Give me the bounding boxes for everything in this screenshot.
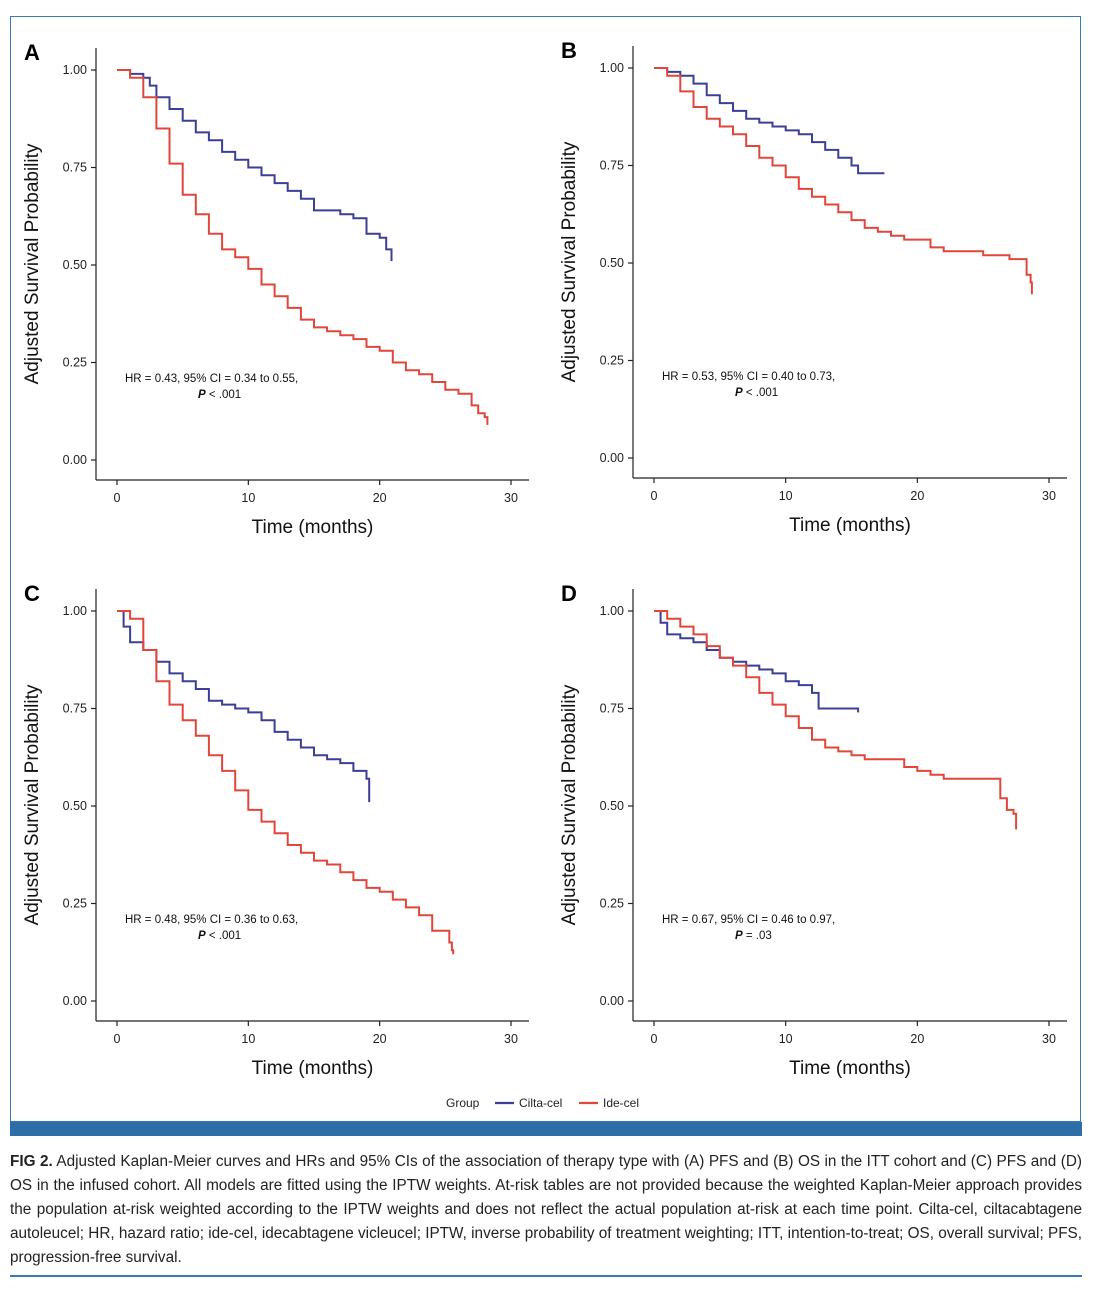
km-curve-ide-cel — [654, 67, 1033, 295]
y-tick-label: 0.00 — [600, 451, 624, 465]
x-tick-label: 10 — [779, 1032, 793, 1046]
x-tick-label: 10 — [241, 1032, 255, 1046]
x-axis-title: Time (months) — [789, 515, 911, 536]
y-tick-label: 0.50 — [63, 258, 87, 272]
x-tick-label: 30 — [504, 1032, 518, 1046]
x-tick-label: 20 — [910, 1032, 924, 1046]
y-axis-title: Adjusted Survival Probability — [22, 684, 43, 925]
km-curve-ide-cel — [117, 610, 455, 955]
legend-label-cilta: Cilta-cel — [519, 1096, 562, 1110]
x-tick-label: 20 — [373, 1032, 387, 1046]
km-curve-cilta-cel — [654, 67, 885, 175]
x-tick-label: 0 — [651, 1032, 658, 1046]
km-curve-ide-cel — [654, 610, 1018, 830]
y-tick-label: 0.75 — [600, 159, 624, 173]
y-tick-label: 1.00 — [63, 63, 87, 77]
y-tick-label: 1.00 — [63, 604, 87, 618]
caption-label: FIG 2. — [10, 1153, 53, 1170]
y-tick-label: 0.75 — [63, 702, 87, 716]
legend-label-ide: Ide-cel — [603, 1096, 639, 1110]
x-tick-label: 30 — [1042, 489, 1056, 503]
panel-a: A 0.00 0.25 0.50 0.75 1.00 0 10 20 30 Time (months… — [22, 40, 529, 538]
p-value-annotation: P < .001 — [198, 930, 241, 942]
y-tick-label: 1.00 — [600, 61, 624, 75]
x-axis-title: Time (months) — [252, 1058, 374, 1079]
y-axis-title: Adjusted Survival Probability — [559, 684, 580, 925]
caption-text: Adjusted Kaplan-Meier curves and HRs and… — [10, 1153, 1082, 1266]
y-tick-label: 0.00 — [63, 994, 87, 1008]
hr-annotation: HR = 0.48, 95% CI = 0.36 to 0.63, — [125, 914, 298, 926]
x-tick-label: 30 — [504, 491, 518, 505]
x-tick-label: 0 — [114, 1032, 121, 1046]
x-tick-label: 10 — [241, 491, 255, 505]
x-tick-label: 30 — [1042, 1032, 1056, 1046]
panel-letter: A — [24, 40, 40, 65]
panel-d: D 0.00 0.25 0.50 0.75 1.00 0 10 20 30 Time (months… — [559, 581, 1067, 1079]
km-curve-ide-cel — [117, 69, 489, 425]
bottom-rule — [10, 1275, 1082, 1277]
caption-divider-bar — [10, 1122, 1082, 1136]
x-axis-title: Time (months) — [252, 517, 374, 538]
legend-title: Group — [446, 1096, 480, 1110]
y-tick-label: 0.50 — [63, 799, 87, 813]
legend: Group Cilta-cel Ide-cel — [446, 1096, 639, 1110]
panel-letter: B — [561, 38, 577, 63]
panel-letter: C — [24, 581, 40, 606]
y-tick-label: 0.25 — [600, 897, 624, 911]
y-tick-label: 0.25 — [63, 897, 87, 911]
x-axis-title: Time (months) — [789, 1058, 911, 1079]
y-tick-label: 0.50 — [600, 799, 624, 813]
y-tick-label: 0.00 — [63, 453, 87, 467]
figure-frame — [10, 16, 1081, 1122]
km-curve-cilta-cel — [117, 610, 371, 803]
x-tick-label: 0 — [114, 491, 121, 505]
y-axis-title: Adjusted Survival Probability — [559, 141, 580, 382]
x-tick-label: 20 — [373, 491, 387, 505]
y-tick-label: 0.50 — [600, 256, 624, 270]
y-tick-label: 1.00 — [600, 604, 624, 618]
km-panels: A 0.00 0.25 0.50 0.75 1.00 0 10 20 30 Time (months… — [22, 38, 1067, 1110]
p-value-annotation: P < .001 — [735, 387, 778, 399]
panel-letter: D — [561, 581, 577, 606]
y-axis-title: Adjusted Survival Probability — [22, 143, 43, 384]
p-value-annotation: P = .03 — [735, 930, 772, 942]
km-curve-cilta-cel — [654, 610, 860, 713]
figure-caption: FIG 2. Adjusted Kaplan-Meier curves and … — [10, 1150, 1082, 1270]
hr-annotation: HR = 0.67, 95% CI = 0.46 to 0.97, — [662, 914, 835, 926]
km-curve-cilta-cel — [117, 69, 393, 262]
y-tick-label: 0.75 — [600, 702, 624, 716]
y-tick-label: 0.00 — [600, 994, 624, 1008]
x-tick-label: 20 — [910, 489, 924, 503]
y-tick-label: 0.25 — [63, 356, 87, 370]
hr-annotation: HR = 0.43, 95% CI = 0.34 to 0.55, — [125, 373, 298, 385]
panel-b: B 0.00 0.25 0.50 0.75 1.00 0 10 20 30 Time (months… — [559, 38, 1067, 536]
y-tick-label: 0.25 — [600, 354, 624, 368]
x-tick-label: 0 — [651, 489, 658, 503]
y-tick-label: 0.75 — [63, 161, 87, 175]
panel-c: C 0.00 0.25 0.50 0.75 1.00 0 10 20 30 Time (months… — [22, 581, 529, 1079]
x-tick-label: 10 — [779, 489, 793, 503]
p-value-annotation: P < .001 — [198, 389, 241, 401]
hr-annotation: HR = 0.53, 95% CI = 0.40 to 0.73, — [662, 371, 835, 383]
